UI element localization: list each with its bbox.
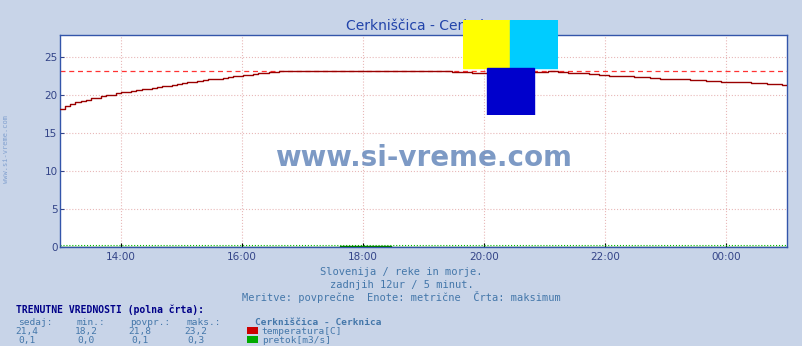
Title: Cerkniščica - Cerknica: Cerkniščica - Cerknica bbox=[346, 19, 500, 34]
Bar bbox=[486, 67, 533, 116]
Text: 0,1: 0,1 bbox=[131, 336, 148, 345]
Text: Slovenija / reke in morje.: Slovenija / reke in morje. bbox=[320, 267, 482, 277]
Text: Meritve: povprečne  Enote: metrične  Črta: maksimum: Meritve: povprečne Enote: metrične Črta:… bbox=[242, 291, 560, 303]
Text: zadnjih 12ur / 5 minut.: zadnjih 12ur / 5 minut. bbox=[329, 280, 473, 290]
Text: temperatura[C]: temperatura[C] bbox=[261, 327, 342, 336]
Text: Cerkniščica - Cerknica: Cerkniščica - Cerknica bbox=[255, 318, 382, 327]
Text: min.:: min.: bbox=[76, 318, 105, 327]
Bar bbox=[462, 20, 510, 67]
Text: 21,4: 21,4 bbox=[16, 327, 38, 336]
Text: www.si-vreme.com: www.si-vreme.com bbox=[275, 144, 571, 172]
Bar bbox=[510, 20, 557, 67]
Text: 0,0: 0,0 bbox=[77, 336, 95, 345]
Text: 23,2: 23,2 bbox=[184, 327, 207, 336]
Text: 21,8: 21,8 bbox=[128, 327, 151, 336]
Text: 0,1: 0,1 bbox=[18, 336, 36, 345]
Text: sedaj:: sedaj: bbox=[18, 318, 52, 327]
Text: www.si-vreme.com: www.si-vreme.com bbox=[3, 115, 10, 183]
Text: 18,2: 18,2 bbox=[75, 327, 97, 336]
Text: povpr.:: povpr.: bbox=[130, 318, 170, 327]
Text: TRENUTNE VREDNOSTI (polna črta):: TRENUTNE VREDNOSTI (polna črta): bbox=[16, 304, 204, 315]
Text: pretok[m3/s]: pretok[m3/s] bbox=[261, 336, 330, 345]
Text: maks.:: maks.: bbox=[186, 318, 221, 327]
Text: 0,3: 0,3 bbox=[187, 336, 205, 345]
